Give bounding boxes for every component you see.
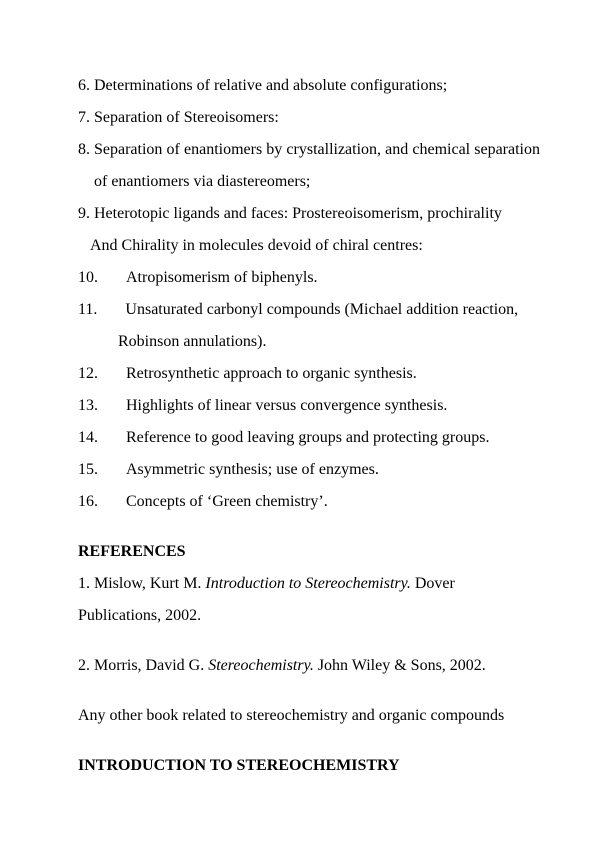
list-number: 11. [78,294,125,326]
list-text: Unsaturated carbonyl compounds (Michael … [125,294,540,326]
list-text: Highlights of linear versus convergence … [126,390,540,422]
list-number: 14. [78,422,126,454]
reference-prefix: 1. Mislow, Kurt M. [78,575,205,592]
list-number: 9. [78,198,94,230]
list-number: 8. [78,134,94,198]
reference-entry: 2. Morris, David G. Stereochemistry. Joh… [78,650,540,682]
list-number: 12. [78,358,126,390]
list-text: Reference to good leaving groups and pro… [126,422,540,454]
list-item: 13. Highlights of linear versus converge… [78,390,540,422]
list-text: Atropisomerism of biphenyls. [126,262,540,294]
list-text: Separation of enantiomers by crystalliza… [94,134,540,198]
list-number-spacer [78,230,90,262]
page: 6. Determinations of relative and absolu… [0,0,612,842]
list-text: Separation of Stereoisomers: [94,102,540,134]
reference-title: Stereochemistry. [208,657,314,674]
list-item: 10. Atropisomerism of biphenyls. [78,262,540,294]
list-number: 16. [78,486,126,518]
list-text: Asymmetric synthesis; use of enzymes. [126,454,540,486]
list-number: 13. [78,390,126,422]
list-number: 7. [78,102,94,134]
list-text: Robinson annulations). [118,333,266,350]
list-text: And Chirality in molecules devoid of chi… [90,230,540,262]
list-item-continuation: And Chirality in molecules devoid of chi… [78,230,540,262]
list-item: 6. Determinations of relative and absolu… [78,70,540,102]
list-item: 7. Separation of Stereoisomers: [78,102,540,134]
list-item-continuation: Robinson annulations). [78,326,540,358]
reference-title: Introduction to Stereochemistry. [205,575,410,592]
reference-suffix: John Wiley & Sons, 2002. [314,657,486,674]
references-heading: REFERENCES [78,536,540,568]
intro-heading: INTRODUCTION TO STEREOCHEMISTRY [78,750,540,782]
list-item: 9. Heterotopic ligands and faces: Proste… [78,198,540,230]
list-item: 15. Asymmetric synthesis; use of enzymes… [78,454,540,486]
list-item: 12. Retrosynthetic approach to organic s… [78,358,540,390]
list-item: 14. Reference to good leaving groups and… [78,422,540,454]
list-item: 8. Separation of enantiomers by crystall… [78,134,540,198]
list-item: 11. Unsaturated carbonyl compounds (Mich… [78,294,540,326]
list-text: Concepts of ‘Green chemistry’. [126,486,540,518]
reference-prefix: 2. Morris, David G. [78,657,208,674]
list-number: 10. [78,262,126,294]
reference-entry: 1. Mislow, Kurt M. Introduction to Stere… [78,568,540,632]
list-text: Retrosynthetic approach to organic synth… [126,358,540,390]
list-text: Determinations of relative and absolute … [94,70,540,102]
list-number: 6. [78,70,94,102]
list-text: Heterotopic ligands and faces: Prostereo… [94,198,540,230]
list-item: 16. Concepts of ‘Green chemistry’. [78,486,540,518]
list-number: 15. [78,454,126,486]
reference-note: Any other book related to stereochemistr… [78,700,540,732]
